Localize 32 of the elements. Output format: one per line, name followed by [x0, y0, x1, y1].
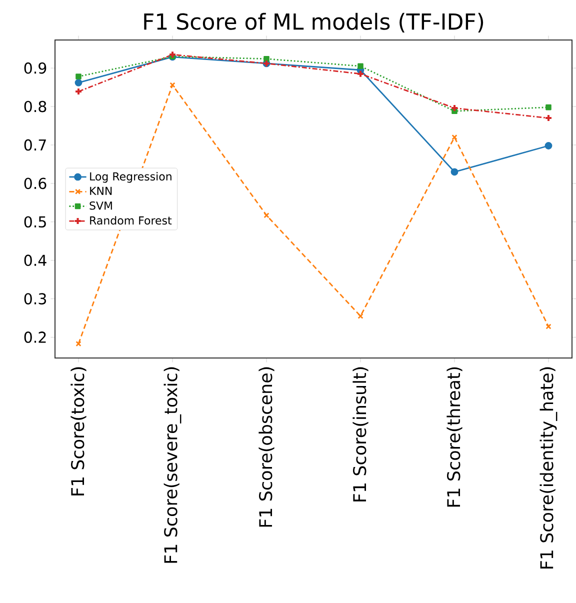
x-tick-label: F1 Score(severe_toxic) [164, 367, 182, 563]
y-tick-label: 0.8 [24, 100, 46, 112]
legend-label: Random Forest [90, 216, 172, 225]
point [264, 212, 270, 218]
point [170, 82, 176, 88]
point [76, 340, 82, 347]
legend-label: Log Regression [90, 172, 172, 183]
y-tick-label: 0.7 [24, 139, 46, 151]
legend-label: KNN [90, 186, 112, 195]
point [75, 74, 82, 80]
point [545, 104, 552, 110]
y-tick-label: 0.2 [24, 332, 46, 343]
x-tick-label: F1 Score(obscene) [258, 367, 274, 527]
x-tick-label: F1 Score(insult) [352, 367, 368, 502]
y-tick-label: 0.3 [24, 293, 46, 304]
point [263, 56, 270, 62]
point [546, 324, 552, 330]
y-tick-label: 0.5 [24, 216, 46, 228]
point [358, 313, 364, 319]
y-tick-label: 0.6 [24, 178, 46, 190]
x-tick-label: F1 Score(identity_hate) [540, 367, 558, 568]
point [74, 78, 82, 86]
point [357, 63, 364, 70]
x-tick-label: F1 Score(toxic) [70, 367, 86, 496]
point [452, 134, 458, 140]
chart-title: F1 Score of ML models (TF-IDF) [144, 12, 483, 32]
y-tick-label: 0.4 [24, 254, 46, 266]
x-tick-label: F1 Score(threat) [446, 367, 462, 507]
point [450, 168, 458, 176]
y-tick-label: 0.9 [24, 62, 46, 74]
legend-label: SVM [90, 201, 112, 210]
point [544, 142, 552, 150]
